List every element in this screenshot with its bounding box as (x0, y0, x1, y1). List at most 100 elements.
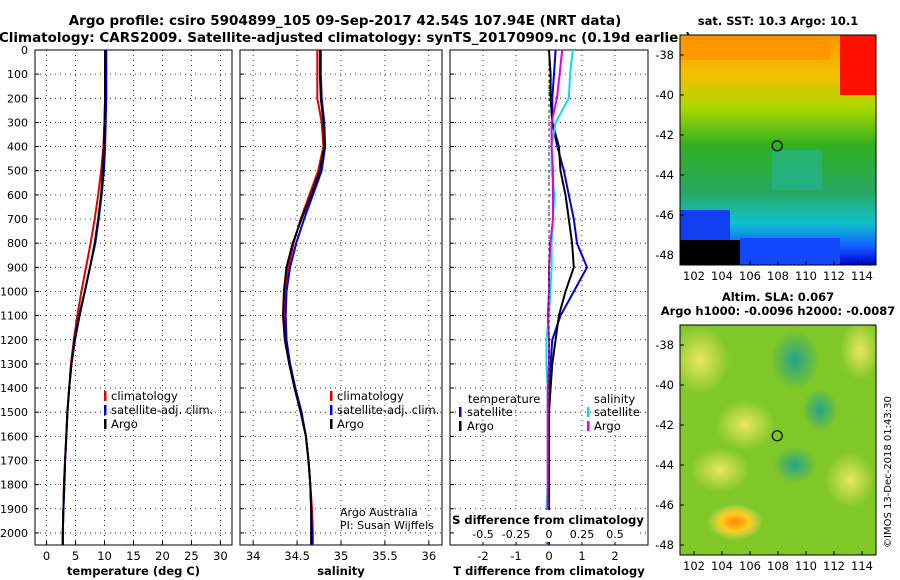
legend-swatch (459, 407, 462, 417)
x-tick-label: 0 (545, 549, 552, 563)
depth-tick-label: 1900 (0, 503, 28, 516)
sla-blob-5 (773, 447, 817, 483)
depth-tick-label: 1800 (0, 479, 28, 492)
legend-label: climatology (337, 389, 404, 403)
x-tick-label: 30 (213, 549, 228, 563)
x-tick-label: 34.5 (284, 549, 310, 563)
x-tick-label: 35.5 (372, 549, 398, 563)
x-tick-label: 20 (155, 549, 170, 563)
legend-label: Argo (337, 417, 364, 431)
depth-tick-label: 1400 (0, 382, 28, 395)
x-tick-label: 25 (184, 549, 199, 563)
x-tick-label: 36 (422, 549, 437, 563)
map-y-tick-label: -46 (655, 208, 674, 222)
s-axis-label: S difference from climatology (452, 513, 644, 527)
depth-tick-label: 600 (7, 189, 28, 202)
x-tick-label: 35 (334, 549, 349, 563)
sst-map: sat. SST: 10.3 Argo: 10.1 102 104 106 108 11… (655, 14, 877, 283)
sla-blob-8 (802, 388, 838, 432)
legend-swatch (459, 421, 462, 431)
legend-swatch (104, 391, 107, 401)
depth-tick-label: 1100 (0, 310, 28, 323)
depth-tick-label: 1500 (0, 406, 28, 419)
difference-profile: -2 -1 0 1 2T difference from climatology temp… (449, 49, 649, 578)
sst-argo-marker (771, 140, 783, 152)
map-x-tick-label: 108 (767, 269, 789, 283)
sla-blob-6 (690, 448, 750, 492)
map-x-tick-label: 106 (739, 269, 761, 283)
legend-label: satellite-adj. clim. (111, 403, 213, 417)
x-axis-label: T difference from climatology (453, 564, 645, 578)
sst-cyan-patch (772, 150, 822, 190)
map-x-tick-label: 110 (795, 559, 817, 573)
temperature-profile: 0100200300400500600700800900100011001200… (0, 44, 233, 578)
legend-label: satellite (594, 405, 640, 419)
series-line-argo (281, 50, 326, 545)
annotation-text: PI: Susan Wijffels (340, 519, 434, 532)
map-x-tick-label: 112 (823, 559, 845, 573)
depth-tick-label: 700 (7, 213, 28, 226)
x-tick-label: 2 (611, 549, 618, 563)
sla-blob-2 (770, 330, 820, 390)
legend-right-title: salinity (594, 392, 635, 406)
s-tick-label: 0.25 (570, 528, 595, 541)
legend-swatch (330, 391, 333, 401)
x-tick-label: -1 (510, 549, 521, 563)
depth-tick-label: 800 (7, 237, 28, 250)
depth-tick-label: 100 (7, 68, 28, 81)
sst-axes: 102 104 106 108 110 112 114 -38 -40 -42 -44 -46 -48 (655, 48, 873, 283)
depth-tick-label: 200 (7, 92, 28, 105)
map-y-tick-label: -38 (655, 338, 674, 352)
depth-tick-label: 500 (7, 165, 28, 178)
credit-text: ©IMOS 13-Dec-2018 01:43:30 (883, 396, 894, 548)
legend-swatch (587, 407, 590, 417)
x-axis-label: temperature (deg C) (67, 564, 200, 578)
depth-tick-label: 300 (7, 116, 28, 129)
map-x-tick-label: 112 (823, 269, 845, 283)
legend-swatch (104, 419, 107, 429)
map-y-tick-label: -48 (655, 248, 674, 262)
x-tick-label: 5 (72, 549, 79, 563)
sla-argo-marker (771, 430, 783, 442)
map-y-tick-label: -42 (655, 128, 674, 142)
sst-title: sat. SST: 10.3 Argo: 10.1 (698, 14, 858, 28)
map-y-tick-label: -40 (655, 88, 674, 102)
series-line-s-argo (546, 49, 564, 545)
map-y-tick-label: -38 (655, 48, 674, 62)
sla-blob-3 (715, 400, 775, 450)
x-axis-label: salinity (317, 564, 365, 578)
legend-label: satellite (467, 405, 513, 419)
salinity-profile: 34 34.5 35 35.5 36 salinity climatologysatelli… (239, 49, 443, 578)
x-tick-label: 0 (43, 549, 50, 563)
s-axis-backdrop (455, 510, 640, 542)
series-line-satellite-adj-clim- (61, 50, 108, 545)
map-x-tick-label: 104 (711, 269, 733, 283)
map-x-tick-label: 102 (683, 269, 705, 283)
depth-tick-label: 1200 (0, 334, 28, 347)
map-x-tick-label: 110 (795, 269, 817, 283)
depth-tick-label: 1600 (0, 430, 28, 443)
map-x-tick-label: 106 (739, 559, 761, 573)
depth-tick-label: 2000 (0, 527, 28, 540)
x-tick-label: 1 (578, 549, 585, 563)
sst-blue-band (740, 238, 840, 265)
depth-tick-label: 900 (7, 261, 28, 274)
legend-swatch (587, 421, 590, 431)
legend-label: satellite-adj. clim. (337, 403, 439, 417)
sla-blob-1 (680, 325, 730, 395)
header-line-2: Climatology: CARS2009. Satellite-adjuste… (0, 30, 691, 46)
sla-subtitle: Argo h1000: -0.0096 h2000: -0.0087 (661, 304, 896, 318)
legend-label: climatology (111, 389, 178, 403)
s-tick-label: -0.25 (502, 528, 530, 541)
map-y-tick-label: -44 (655, 168, 674, 182)
sla-warm-eddy (707, 504, 763, 540)
header-line-1: Argo profile: csiro 5904899_105 09-Sep-2… (69, 13, 622, 29)
map-y-tick-label: -42 (655, 418, 674, 432)
sst-warm-patch (840, 35, 876, 95)
legend-swatch (330, 405, 333, 415)
map-x-tick-label: 114 (851, 559, 873, 573)
x-tick-label: 10 (97, 549, 112, 563)
annotation-text: Argo Australia (340, 506, 418, 519)
